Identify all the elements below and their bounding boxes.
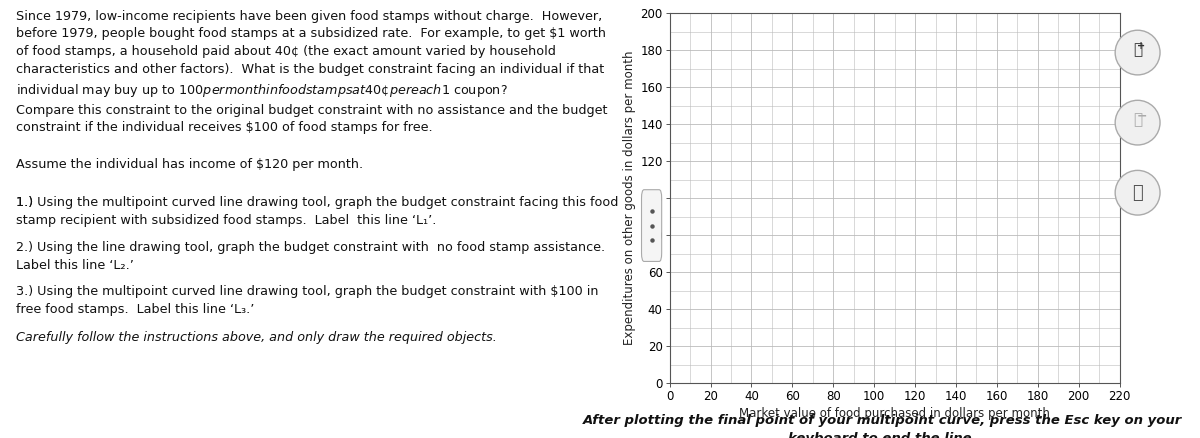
Circle shape [1115, 170, 1160, 215]
Text: After plotting the final point of your multipoint curve, press the Esc key on yo: After plotting the final point of your m… [582, 414, 1182, 438]
Text: −: − [1136, 110, 1147, 123]
Circle shape [1115, 30, 1160, 75]
Text: ⌕: ⌕ [1133, 42, 1142, 57]
X-axis label: Market value of food purchased in dollars per month: Market value of food purchased in dollar… [739, 407, 1050, 420]
Circle shape [1115, 100, 1160, 145]
FancyBboxPatch shape [642, 190, 661, 261]
Text: ⌕: ⌕ [1133, 113, 1142, 127]
Text: 1.): 1.) [16, 196, 37, 209]
Text: 1.) Using the multipoint curved line drawing tool, graph the budget constraint f: 1.) Using the multipoint curved line dra… [16, 196, 618, 226]
Y-axis label: Expenditures on other goods in dollars per month: Expenditures on other goods in dollars p… [623, 51, 636, 346]
Text: 2.) Using the line drawing tool, graph the budget constraint with  no food stamp: 2.) Using the line drawing tool, graph t… [16, 241, 605, 272]
Text: Since 1979, low-income recipients have been given food stamps without charge.  H: Since 1979, low-income recipients have b… [16, 10, 607, 134]
Text: 3.) Using the multipoint curved line drawing tool, graph the budget constraint w: 3.) Using the multipoint curved line dra… [16, 285, 599, 315]
Text: ⧉: ⧉ [1133, 184, 1142, 202]
Text: Assume the individual has income of $120 per month.: Assume the individual has income of $120… [16, 158, 364, 171]
Text: Carefully follow the instructions above, and only draw the required objects.: Carefully follow the instructions above,… [16, 331, 497, 344]
Text: +: + [1138, 41, 1146, 51]
